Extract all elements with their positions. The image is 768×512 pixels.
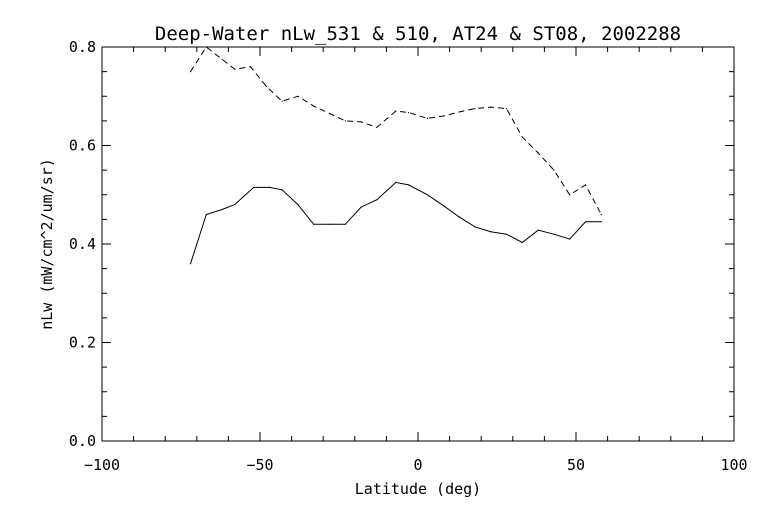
data-point — [205, 213, 207, 216]
data-point — [253, 186, 255, 188]
data-point — [360, 121, 362, 123]
data-point — [297, 95, 299, 97]
data-point — [281, 100, 283, 102]
y-axis-label: nLw (mW/cm^2/um/sr) — [38, 158, 56, 330]
data-point — [189, 71, 192, 73]
data-point — [328, 112, 331, 115]
data-point — [189, 263, 192, 265]
data-point — [221, 208, 223, 211]
data-point — [537, 229, 539, 231]
data-point — [537, 152, 539, 154]
x-tick-label: 0 — [413, 456, 422, 474]
y-tick-label: 0.0 — [69, 432, 96, 450]
data-point — [553, 233, 555, 235]
data-point — [505, 108, 508, 110]
data-point — [442, 205, 444, 207]
data-point — [569, 238, 571, 240]
x-tick-label: −50 — [246, 456, 273, 474]
data-point — [249, 66, 252, 68]
data-point — [584, 221, 587, 223]
data-point — [584, 184, 587, 186]
y-axis-tick-labels: 0.0 0.2 0.4 0.6 0.8 — [69, 38, 96, 450]
data-point — [205, 46, 207, 48]
data-point — [600, 221, 602, 223]
data-point — [426, 194, 429, 196]
data-point — [458, 111, 460, 113]
data-point — [234, 68, 236, 70]
data-point — [553, 169, 555, 171]
data-point — [458, 216, 460, 218]
y-axis-ticks — [102, 46, 734, 442]
x-tick-label: −100 — [84, 456, 120, 474]
data-point — [407, 184, 410, 186]
data-point — [521, 241, 523, 244]
x-tick-label: 100 — [720, 456, 747, 474]
data-point — [395, 110, 397, 112]
data-point — [474, 108, 476, 110]
data-point — [474, 226, 476, 228]
x-axis-label: Latitude (deg) — [355, 480, 481, 498]
x-tick-label: 50 — [567, 456, 585, 474]
data-point — [221, 58, 223, 60]
data-point — [313, 223, 315, 225]
data-point — [426, 117, 429, 119]
data-point — [407, 111, 410, 114]
data-point — [600, 213, 602, 216]
series-layer — [189, 46, 602, 265]
data-point — [344, 223, 346, 225]
data-point — [281, 189, 283, 191]
data-point — [344, 120, 346, 122]
x-axis-tick-labels: −100 −50 0 50 100 — [84, 456, 748, 474]
data-point — [569, 194, 571, 196]
y-tick-label: 0.8 — [69, 38, 96, 56]
series-line-solid — [190, 181, 602, 264]
x-axis-ticks — [101, 47, 735, 441]
data-point — [297, 204, 299, 206]
data-point — [490, 231, 492, 233]
data-point — [442, 115, 444, 117]
data-point — [521, 136, 523, 138]
data-point — [490, 106, 492, 108]
data-point — [505, 233, 508, 235]
y-tick-label: 0.2 — [69, 334, 96, 352]
data-point — [376, 199, 378, 201]
data-point — [395, 181, 397, 183]
data-point — [268, 186, 271, 188]
chart-title: Deep-Water nLw_531 & 510, AT24 & ST08, 2… — [155, 23, 681, 45]
data-point — [360, 206, 362, 208]
y-tick-label: 0.4 — [69, 235, 96, 253]
data-point — [265, 85, 267, 87]
y-tick-label: 0.6 — [69, 137, 96, 155]
data-point — [234, 204, 236, 206]
data-point — [313, 105, 315, 107]
data-point — [328, 223, 331, 225]
data-point — [376, 126, 378, 128]
